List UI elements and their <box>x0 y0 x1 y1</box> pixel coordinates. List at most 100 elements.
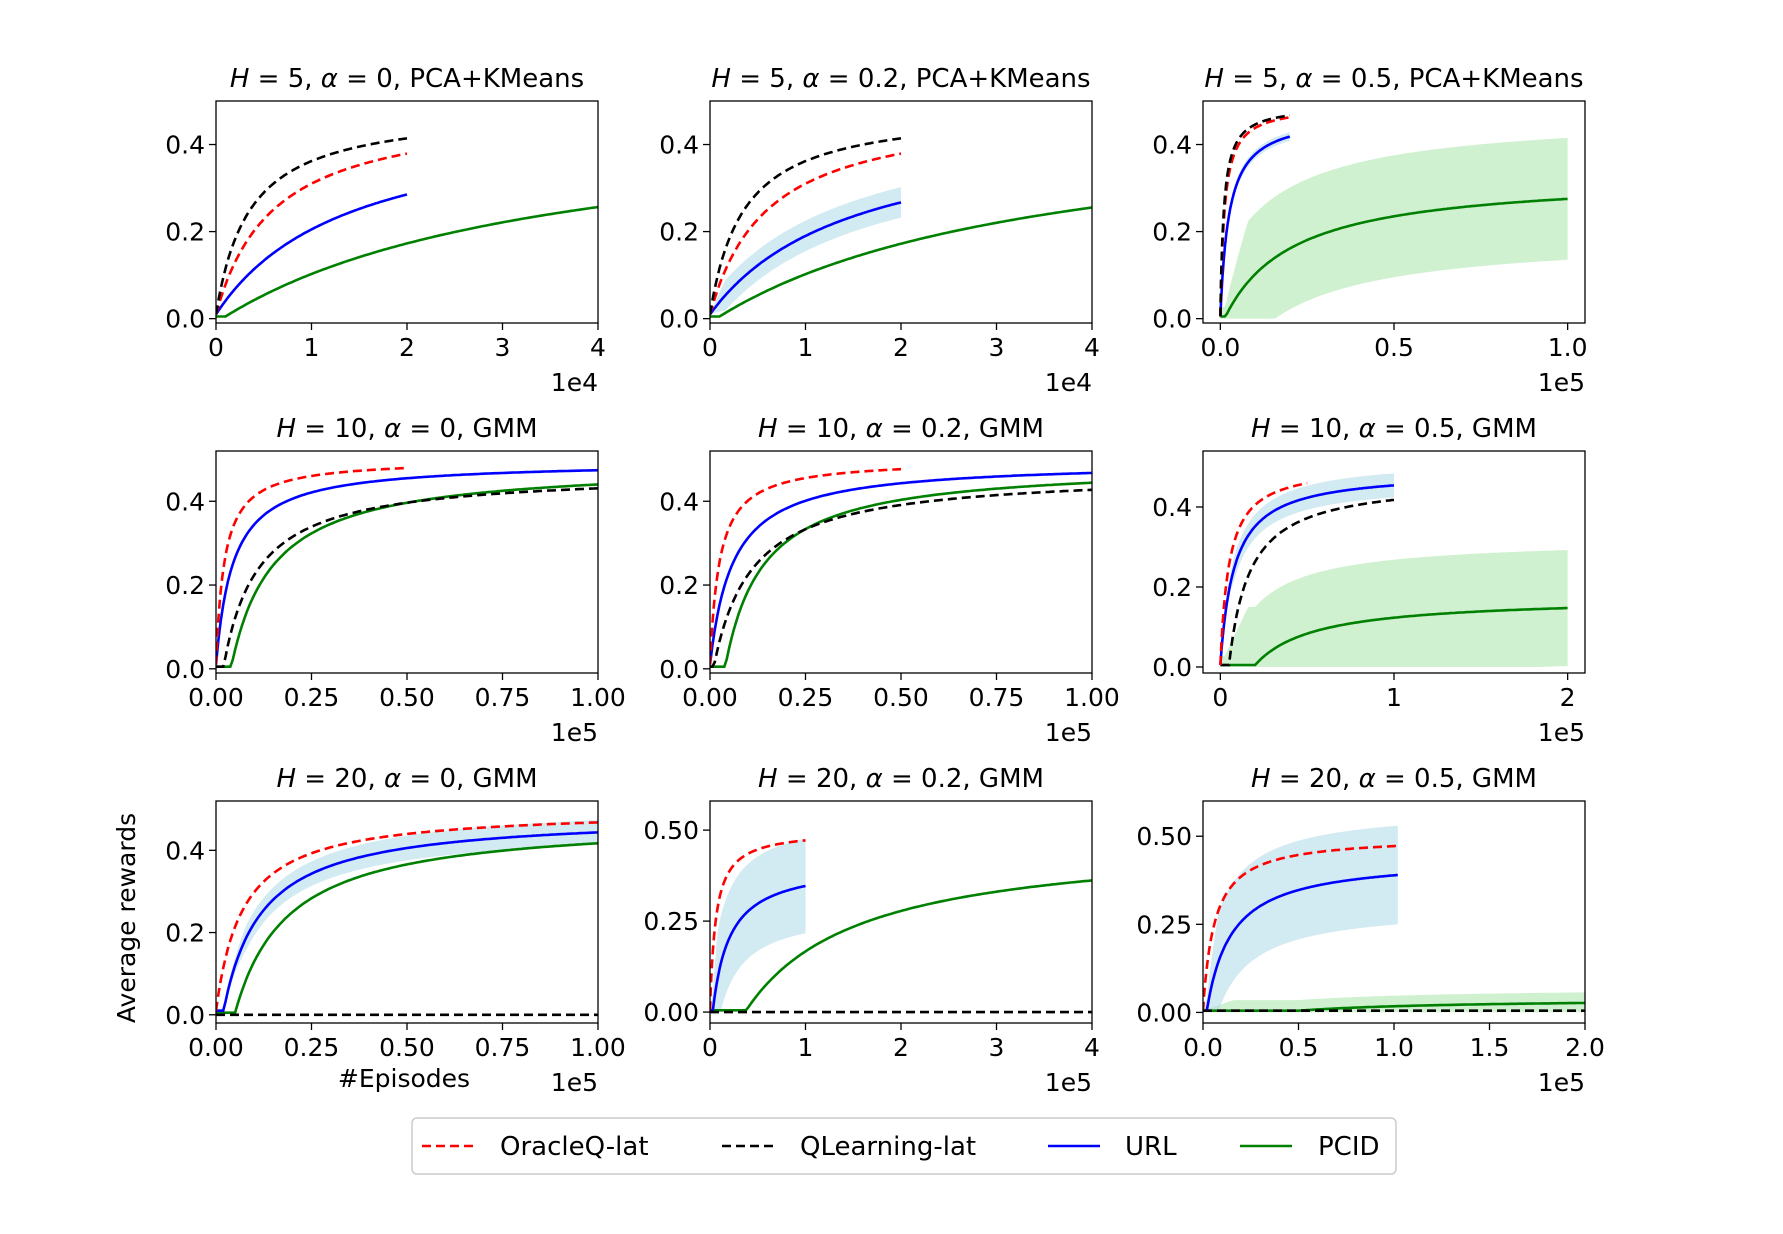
x-tick-label: 1 <box>1386 683 1402 712</box>
y-tick-label: 0.50 <box>643 816 699 845</box>
series-line-pcid <box>1220 197 1568 318</box>
x-tick-label: 2 <box>893 1033 909 1062</box>
chart-title: H = 10, α = 0.5, GMM <box>1251 414 1537 444</box>
y-tick-label: 0.2 <box>165 218 205 247</box>
x-tick-label: 0.00 <box>188 683 244 712</box>
x-tick-label: 0.75 <box>475 1033 531 1062</box>
series-line-url <box>216 831 598 1013</box>
chart-title: H = 10, α = 0.2, GMM <box>758 414 1044 444</box>
y-tick-label: 0.25 <box>643 907 699 936</box>
chart-title: H = 10, α = 0, GMM <box>276 414 537 444</box>
chart-panel: H = 10, α = 0, GMM 0.00 0.25 0.50 0.75 1.00 0.… <box>165 414 626 747</box>
y-tick-label: 0.2 <box>165 571 205 600</box>
series-line-url <box>710 201 902 316</box>
y-tick-label: 0.0 <box>659 305 699 334</box>
x-tick-label: 1 <box>798 1033 814 1062</box>
series-line-oracleq-lat <box>710 467 901 665</box>
chart-panel: H = 20, α = 0.2, GMM 0 1 2 3 4 0.00 0.25 0.50 1e5 <box>643 764 1100 1097</box>
x-tick-label: 0.50 <box>379 1033 435 1062</box>
x-tick-label: 0 <box>702 1033 718 1062</box>
y-tick-label: 0.0 <box>1152 305 1192 334</box>
x-tick-label: 1 <box>304 333 320 362</box>
series-line-oracleq-lat <box>216 152 408 315</box>
x-tick-label: 3 <box>989 1033 1005 1062</box>
series-line-qlearning-lat <box>216 137 408 315</box>
y-tick-label: 0.0 <box>165 655 205 684</box>
legend-label-oracleq: OracleQ-lat <box>500 1132 649 1162</box>
legend: OracleQ-lat QLearning-lat URL PCID <box>411 1117 1397 1175</box>
y-tick-label: 0.0 <box>165 305 205 334</box>
x-tick-label: 2 <box>893 333 909 362</box>
x-tick-label: 0.00 <box>682 683 738 712</box>
plot-area <box>1219 473 1568 667</box>
legend-label-url: URL <box>1125 1132 1177 1162</box>
y-tick-label: 0.4 <box>165 487 205 516</box>
x-tick-label: 0.75 <box>475 683 531 712</box>
chart-title: H = 20, α = 0, GMM <box>276 764 537 794</box>
confidence-band-url <box>1220 473 1394 667</box>
chart-title: H = 5, α = 0.2, PCA+KMeans <box>711 64 1090 94</box>
x-tick-label: 0.00 <box>188 1033 244 1062</box>
x-tick-label: 1.00 <box>1064 683 1120 712</box>
chart-panel: H = 5, α = 0.2, PCA+KMeans 0 1 2 3 4 0.0 0.2 0.4… <box>659 64 1100 397</box>
series-line-pcid <box>710 206 1092 318</box>
confidence-band-url <box>216 820 598 1014</box>
series-line-oracleq-lat <box>216 466 408 665</box>
chart-title: H = 20, α = 0.5, GMM <box>1251 764 1537 794</box>
y-tick-label: 0.4 <box>659 131 699 160</box>
chart-title: H = 5, α = 0.5, PCA+KMeans <box>1204 64 1583 94</box>
y-tick-label: 0.00 <box>1136 998 1192 1027</box>
x-tick-label: 0.0 <box>1200 333 1240 362</box>
y-tick-label: 0.4 <box>1152 131 1192 160</box>
series-line-qlearning-lat <box>1219 114 1291 317</box>
x-tick-label: 4 <box>1084 333 1100 362</box>
series-line-qlearning-lat <box>216 487 598 669</box>
x-tick-label: 0.25 <box>284 683 340 712</box>
series-line-oracleq-lat <box>216 821 598 1011</box>
series-line-oracleq-lat <box>710 839 806 1011</box>
chart-title: H = 5, α = 0, PCA+KMeans <box>230 64 584 94</box>
series-line-url <box>216 193 408 316</box>
x-scale-label: 1e5 <box>1538 368 1585 397</box>
series-line-pcid <box>216 483 598 669</box>
x-tick-label: 3 <box>989 333 1005 362</box>
series-line-url <box>710 471 1092 665</box>
plot-area <box>216 820 598 1017</box>
x-scale-label: 1e5 <box>1045 718 1092 747</box>
series-line-oracleq-lat <box>1219 116 1291 317</box>
x-tick-label: 3 <box>495 333 511 362</box>
legend-label-pcid: PCID <box>1318 1132 1380 1162</box>
x-scale-label: 1e5 <box>551 718 598 747</box>
y-tick-label: 0.2 <box>1152 573 1192 602</box>
x-tick-label: 1.00 <box>570 1033 626 1062</box>
x-tick-label: 0.5 <box>1374 333 1414 362</box>
x-tick-label: 0.25 <box>778 683 834 712</box>
x-tick-label: 1 <box>798 333 814 362</box>
chart-panel: H = 10, α = 0.5, GMM 0 1 2 0.0 0.2 0.4 1e5 <box>1152 414 1586 747</box>
series-line-qlearning-lat <box>710 137 902 315</box>
series-line-url <box>710 884 806 1012</box>
confidence-band-url <box>710 187 901 317</box>
series-line-url <box>1219 484 1395 666</box>
chart-panel: H = 5, α = 0, PCA+KMeans 0 1 2 3 4 0.0 0.2 0.4 1e… <box>165 64 606 397</box>
x-tick-label: 0.5 <box>1279 1033 1319 1062</box>
x-scale-label: 1e4 <box>551 368 598 397</box>
series-line-pcid <box>710 481 1092 669</box>
y-axis-label: Average rewards <box>112 813 141 1023</box>
x-scale-label: 1e5 <box>1045 1068 1092 1097</box>
y-tick-label: 0.4 <box>659 487 699 516</box>
plot-area <box>710 467 1092 669</box>
y-tick-label: 0.4 <box>165 836 205 865</box>
x-axis-label: #Episodes <box>338 1064 470 1093</box>
y-tick-label: 0.2 <box>659 218 699 247</box>
chart-panel: H = 20, α = 0.5, GMM 0.0 0.5 1.0 1.5 2.0 0.00 0… <box>1136 764 1605 1097</box>
x-tick-label: 1.00 <box>570 683 626 712</box>
x-scale-label: 1e4 <box>1045 368 1092 397</box>
legend-label-qlearning: QLearning-lat <box>800 1132 976 1162</box>
series-line-oracleq-lat <box>1203 844 1398 1011</box>
chart-panel: H = 5, α = 0.5, PCA+KMeans 0.0 0.5 1.0 0.0 0.… <box>1152 64 1587 397</box>
series-line-qlearning-lat <box>1220 498 1395 667</box>
series-line-qlearning-lat <box>710 488 1092 669</box>
series-line-url <box>1203 873 1398 1013</box>
